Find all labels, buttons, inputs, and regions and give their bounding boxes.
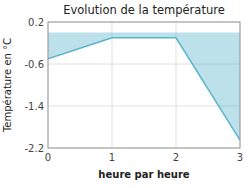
tick-label: 0.2 <box>28 17 44 28</box>
area <box>48 33 240 141</box>
grid-line <box>176 22 177 148</box>
tick-label: -0.6 <box>24 59 44 70</box>
plot-background <box>48 22 240 148</box>
y-axis-label: Température en °C <box>2 38 13 133</box>
tick-label: -2.2 <box>24 143 44 154</box>
grid-line <box>48 106 240 107</box>
grid-line <box>112 22 113 148</box>
data-group <box>48 33 240 141</box>
title: Evolution de la température <box>63 3 225 17</box>
tick-label: -1.4 <box>24 101 44 112</box>
tick-label: 2 <box>173 152 179 163</box>
line <box>48 38 240 140</box>
chart: 0.2 -0.6 -1.4 -2.20 1 2 3 Evolution de la tempé… <box>0 0 250 188</box>
tick-label: 1 <box>109 152 115 163</box>
tick-label: 0 <box>45 152 51 163</box>
plot-frame <box>48 22 240 148</box>
x-axis-label: heure par heure <box>98 169 189 180</box>
tick-label: 3 <box>237 152 243 163</box>
